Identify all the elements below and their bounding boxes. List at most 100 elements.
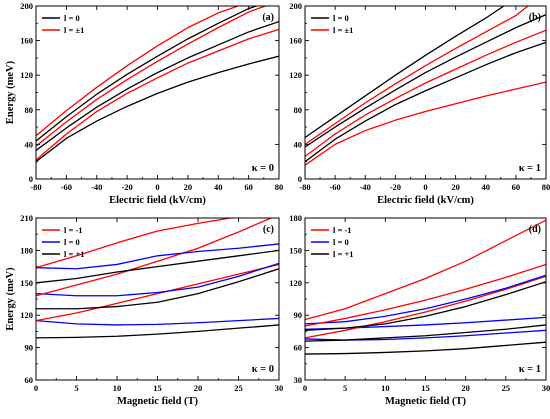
x-tick-label: 0 bbox=[423, 182, 427, 192]
series-line-1 bbox=[36, 55, 279, 163]
legend: l = 0 l = ±1 bbox=[42, 13, 84, 35]
y-axis-label: Energy (meV) bbox=[5, 267, 16, 331]
x-axis-label: Electric field (kV/cm) bbox=[109, 195, 206, 206]
y-tick-label: 40 bbox=[25, 139, 34, 149]
x-tick-label: 15 bbox=[153, 383, 162, 393]
legend: l = -1 l = 0 l = +1 bbox=[42, 225, 85, 259]
panel-label: (b) bbox=[529, 12, 541, 23]
series-line-3 bbox=[305, 29, 546, 158]
x-tick-label: 20 bbox=[451, 182, 460, 192]
y-tick-label: 60 bbox=[294, 343, 303, 353]
series-line-6 bbox=[36, 6, 239, 137]
y-axis-label: Energy (meV) bbox=[5, 60, 16, 124]
y-tick-label: 120 bbox=[289, 278, 302, 288]
y-tick-label: 200 bbox=[20, 1, 33, 11]
y-tick-label: 30 bbox=[294, 375, 303, 385]
series-line-6 bbox=[305, 6, 505, 139]
y-tick-label: 90 bbox=[294, 310, 303, 320]
x-tick-label: 20 bbox=[461, 383, 470, 393]
kappa-label: κ = 0 bbox=[252, 163, 274, 174]
x-tick-label: 40 bbox=[482, 182, 491, 192]
x-tick-label: 5 bbox=[74, 383, 78, 393]
legend: l = -1 l = 0 l = +1 bbox=[311, 225, 354, 259]
legend-label: l = -1 bbox=[333, 225, 352, 235]
y-tick-label: 60 bbox=[25, 375, 34, 385]
series-line-9 bbox=[305, 219, 546, 321]
panel-c: 0 5 10 15 20 25 30 60 90 120 150 180 210 Magnetic fie… bbox=[5, 213, 283, 407]
panel-label: (c) bbox=[263, 224, 274, 235]
series-line-4 bbox=[305, 14, 546, 148]
y-tick-label: 180 bbox=[289, 213, 302, 223]
x-tick-label: 25 bbox=[234, 383, 243, 393]
y-tick-label: 180 bbox=[20, 245, 33, 255]
y-tick-label: 80 bbox=[25, 105, 34, 115]
legend-label: l = -1 bbox=[64, 225, 83, 235]
x-tick-label: 30 bbox=[275, 383, 284, 393]
legend-label: l = +1 bbox=[64, 249, 85, 259]
y-tick-label: 210 bbox=[20, 213, 33, 223]
x-tick-label: -80 bbox=[299, 182, 310, 192]
panel-b: -80 -60 -40 -20 0 20 40 60 80 0 40 80 120 160 200 Elect… bbox=[289, 1, 550, 206]
x-tick-label: -60 bbox=[61, 182, 72, 192]
y-tick-label: 120 bbox=[20, 70, 33, 80]
x-axis-label: Magnetic field (T) bbox=[385, 396, 467, 407]
y-tick-label: 150 bbox=[20, 278, 33, 288]
y-tick-label: 160 bbox=[289, 36, 302, 46]
series-line-3 bbox=[36, 263, 279, 322]
x-tick-label: 10 bbox=[381, 383, 390, 393]
x-tick-label: 20 bbox=[194, 383, 203, 393]
y-tick-label: 200 bbox=[289, 1, 302, 11]
series-line-4 bbox=[36, 6, 266, 147]
panel-label: (d) bbox=[529, 224, 541, 235]
x-tick-label: -80 bbox=[30, 182, 41, 192]
legend-label: l = 0 bbox=[333, 13, 349, 23]
series-line-3 bbox=[305, 324, 546, 342]
x-axis-label: Electric field (kV/cm) bbox=[377, 195, 474, 206]
series-line-3 bbox=[36, 20, 279, 151]
y-tick-label: 90 bbox=[25, 343, 34, 353]
series-line-4 bbox=[36, 268, 279, 310]
series-line-7 bbox=[36, 249, 279, 284]
series-line-5 bbox=[305, 6, 529, 145]
panel-a: -80 -60 -40 -20 0 20 40 60 80 0 40 80 120 160 200 Elect… bbox=[5, 1, 283, 206]
series-line-6 bbox=[305, 281, 546, 331]
x-tick-label: 5 bbox=[343, 383, 347, 393]
y-tick-label: 160 bbox=[20, 36, 33, 46]
y-tick-label: 0 bbox=[29, 174, 33, 184]
x-tick-label: 15 bbox=[421, 383, 430, 393]
y-tick-label: 40 bbox=[294, 139, 303, 149]
series-line-6 bbox=[36, 218, 272, 297]
y-tick-label: 0 bbox=[298, 174, 302, 184]
series-line-1 bbox=[305, 81, 546, 166]
x-tick-label: -20 bbox=[390, 182, 401, 192]
x-tick-label: 80 bbox=[275, 182, 284, 192]
x-tick-label: 0 bbox=[303, 383, 307, 393]
x-tick-label: 20 bbox=[184, 182, 193, 192]
x-tick-label: 0 bbox=[34, 383, 38, 393]
legend-label: l = 0 bbox=[64, 13, 80, 23]
series-line-2 bbox=[36, 317, 279, 326]
panel-d: 0 5 10 15 20 25 30 30 60 90 120 150 180 Magnetic fiel… bbox=[289, 213, 550, 407]
x-tick-label: -40 bbox=[360, 182, 371, 192]
series-line-1 bbox=[305, 341, 546, 355]
series-line-5 bbox=[305, 275, 546, 339]
x-tick-label: -60 bbox=[329, 182, 340, 192]
legend-label: l = 0 bbox=[333, 237, 349, 247]
panel-label: (a) bbox=[262, 12, 274, 23]
x-axis-label: Magnetic field (T) bbox=[117, 396, 199, 407]
x-tick-label: 60 bbox=[244, 182, 253, 192]
series-line-1 bbox=[36, 324, 279, 339]
x-tick-label: 10 bbox=[113, 383, 122, 393]
series-line-8 bbox=[36, 243, 279, 270]
x-tick-label: 60 bbox=[512, 182, 521, 192]
legend: l = 0 l = ±1 bbox=[311, 13, 353, 35]
x-tick-label: -40 bbox=[91, 182, 102, 192]
y-tick-label: 150 bbox=[289, 245, 302, 255]
legend-label: l = +1 bbox=[333, 249, 354, 259]
series-line-2 bbox=[305, 41, 546, 163]
y-tick-label: 80 bbox=[294, 105, 303, 115]
x-tick-label: 25 bbox=[502, 383, 511, 393]
series-line-5 bbox=[36, 262, 279, 297]
x-tick-label: 0 bbox=[155, 182, 159, 192]
